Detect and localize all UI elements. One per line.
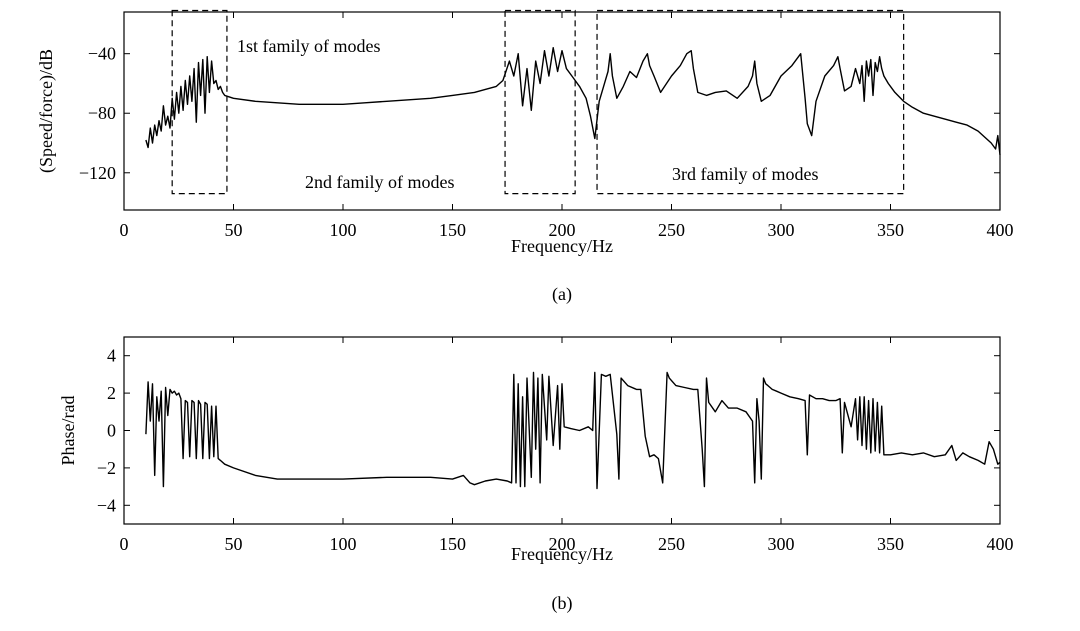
x-tick-label: 350 xyxy=(877,534,904,554)
y-ticks: 4 2 0 −2 −4 xyxy=(97,346,1000,515)
x-tick-label: 350 xyxy=(877,220,904,240)
series-line xyxy=(145,47,1001,155)
x-tick-label: 200 xyxy=(549,534,576,554)
x-ticks: 0 50 100 150 200 250 300 350 400 xyxy=(120,12,1014,240)
x-tick-label: 100 xyxy=(330,534,357,554)
x-tick-label: 0 xyxy=(120,220,129,240)
y-tick-label: −120 xyxy=(79,163,116,183)
y-tick-label: −2 xyxy=(97,458,116,478)
y-tick-label: −40 xyxy=(88,44,116,64)
x-tick-label: 200 xyxy=(549,220,576,240)
panel-label: (a) xyxy=(552,284,572,305)
mode-family-box xyxy=(504,9,576,195)
x-tick-label: 300 xyxy=(768,220,795,240)
annotation-3rd-family: 3rd family of modes xyxy=(672,164,818,184)
x-tick-label: 0 xyxy=(120,534,129,554)
x-tick-label: 50 xyxy=(225,534,243,554)
x-tick-label: 300 xyxy=(768,534,795,554)
mode-family-box xyxy=(596,9,905,195)
x-tick-label: 250 xyxy=(658,220,685,240)
x-tick-label: 50 xyxy=(225,220,243,240)
y-tick-label: −80 xyxy=(88,103,116,123)
x-tick-label: 150 xyxy=(439,220,466,240)
y-axis-label: Phase/rad xyxy=(58,396,78,466)
y-tick-label: 4 xyxy=(107,346,116,366)
panel-label: (b) xyxy=(552,593,573,614)
y-tick-label: 2 xyxy=(107,383,116,403)
y-tick-label: −4 xyxy=(97,495,116,515)
chart-panel-b: 4 2 0 −2 −4 0 50 100 150 200 250 300 350 400 Frequen… xyxy=(58,336,1014,614)
x-axis-label: Frequency/Hz xyxy=(511,236,613,256)
annotation-2nd-family: 2nd family of modes xyxy=(305,172,454,192)
x-tick-label: 400 xyxy=(987,534,1014,554)
series-line xyxy=(145,371,1001,490)
x-tick-label: 100 xyxy=(330,220,357,240)
y-ticks: −40 −80 −120 xyxy=(79,44,1000,183)
chart-panel-a: −40 −80 −120 0 50 100 150 200 250 300 350 400 Freq… xyxy=(36,9,1014,305)
x-ticks: 0 50 100 150 200 250 300 350 400 xyxy=(120,337,1014,554)
x-tick-label: 400 xyxy=(987,220,1014,240)
y-axis-label: (Speed/force)/dB xyxy=(36,49,57,173)
x-tick-label: 150 xyxy=(439,534,466,554)
mode-family-box xyxy=(171,9,228,195)
plot-frame xyxy=(123,336,1001,525)
x-axis-label: Frequency/Hz xyxy=(511,544,613,564)
y-tick-label: 0 xyxy=(107,421,116,441)
x-tick-label: 250 xyxy=(658,534,685,554)
annotation-1st-family: 1st family of modes xyxy=(237,36,380,56)
mode-family-boxes xyxy=(171,9,905,195)
